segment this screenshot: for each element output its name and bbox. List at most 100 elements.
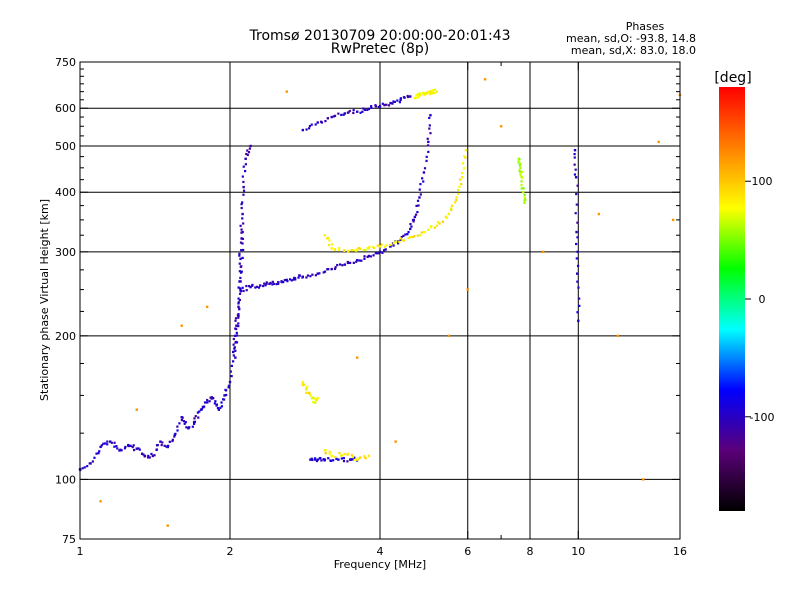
data-point bbox=[350, 458, 353, 461]
data-point bbox=[349, 261, 352, 264]
data-point bbox=[194, 415, 197, 418]
data-point bbox=[241, 201, 244, 204]
data-point bbox=[237, 322, 240, 325]
data-point bbox=[167, 444, 170, 447]
data-point bbox=[320, 121, 324, 124]
data-point bbox=[232, 337, 235, 341]
data-point bbox=[245, 284, 248, 288]
data-point bbox=[576, 184, 579, 187]
data-point bbox=[360, 259, 363, 262]
data-point bbox=[338, 263, 342, 266]
data-point bbox=[232, 343, 235, 346]
data-point bbox=[198, 410, 201, 413]
data-point bbox=[419, 94, 422, 97]
data-point bbox=[238, 262, 241, 265]
data-point bbox=[309, 394, 312, 397]
data-point bbox=[410, 225, 413, 228]
data-point bbox=[657, 140, 660, 144]
data-point bbox=[159, 440, 162, 443]
data-point bbox=[232, 360, 235, 363]
data-point bbox=[426, 137, 429, 140]
data-point bbox=[461, 176, 464, 179]
data-point bbox=[326, 117, 330, 120]
data-point bbox=[229, 370, 232, 373]
data-point bbox=[522, 187, 525, 190]
data-point bbox=[131, 446, 134, 449]
data-point bbox=[399, 238, 402, 241]
data-point bbox=[237, 297, 240, 300]
data-point bbox=[248, 147, 251, 150]
data-point bbox=[418, 196, 421, 199]
data-point bbox=[156, 443, 159, 447]
data-point bbox=[519, 174, 522, 177]
data-point bbox=[363, 455, 366, 458]
data-point bbox=[232, 350, 235, 354]
data-point bbox=[97, 452, 100, 455]
data-point bbox=[423, 167, 427, 170]
data-point bbox=[283, 279, 286, 282]
data-point bbox=[573, 148, 577, 152]
data-point bbox=[225, 393, 228, 397]
data-point bbox=[455, 199, 458, 202]
data-point bbox=[338, 247, 341, 250]
data-point bbox=[520, 180, 523, 183]
data-point bbox=[397, 242, 400, 245]
data-point bbox=[340, 113, 343, 117]
data-point bbox=[151, 454, 155, 458]
data-point bbox=[210, 396, 213, 399]
data-point bbox=[576, 272, 579, 275]
data-point bbox=[575, 242, 578, 246]
data-point bbox=[86, 465, 89, 468]
data-point bbox=[421, 177, 424, 180]
data-point bbox=[363, 257, 366, 260]
data-point bbox=[272, 282, 276, 285]
data-point bbox=[191, 425, 194, 428]
data-point bbox=[292, 278, 295, 281]
data-point bbox=[341, 454, 344, 457]
data-point bbox=[309, 275, 312, 278]
data-point bbox=[433, 88, 437, 91]
colorbar-tick-label: -100 bbox=[750, 411, 775, 424]
data-point bbox=[428, 124, 431, 127]
data-point bbox=[401, 239, 404, 242]
data-point bbox=[518, 158, 521, 161]
data-point bbox=[93, 456, 96, 459]
data-point bbox=[320, 459, 323, 462]
legend-line-o: mean, sd,O: -93.8, 14.8 bbox=[566, 32, 696, 45]
data-point bbox=[343, 249, 347, 252]
data-point bbox=[362, 107, 365, 110]
data-point bbox=[461, 162, 465, 165]
data-point bbox=[425, 155, 428, 158]
data-point bbox=[332, 459, 335, 462]
data-point bbox=[671, 218, 675, 222]
data-point bbox=[417, 96, 420, 99]
data-point bbox=[377, 244, 380, 247]
data-point bbox=[208, 400, 211, 403]
data-point bbox=[348, 109, 351, 113]
data-point bbox=[378, 245, 382, 248]
data-point bbox=[81, 467, 84, 470]
data-point bbox=[399, 237, 402, 240]
data-point bbox=[235, 331, 238, 334]
data-point bbox=[444, 215, 448, 218]
data-point bbox=[330, 459, 333, 463]
data-point bbox=[238, 270, 241, 273]
data-point bbox=[106, 440, 109, 443]
data-point bbox=[239, 241, 243, 244]
data-point bbox=[242, 180, 245, 184]
data-point bbox=[192, 422, 196, 425]
data-point bbox=[323, 234, 327, 237]
data-point bbox=[409, 235, 412, 239]
data-point bbox=[310, 123, 313, 126]
data-point bbox=[239, 257, 242, 261]
data-point bbox=[255, 285, 259, 288]
data-point bbox=[426, 144, 430, 147]
data-point bbox=[200, 408, 203, 411]
data-point bbox=[389, 245, 392, 248]
data-point bbox=[242, 248, 245, 252]
data-point bbox=[104, 442, 107, 445]
data-point bbox=[213, 402, 216, 405]
y-tick-label: 200 bbox=[55, 330, 76, 343]
data-point bbox=[330, 247, 333, 250]
data-point bbox=[374, 252, 377, 255]
